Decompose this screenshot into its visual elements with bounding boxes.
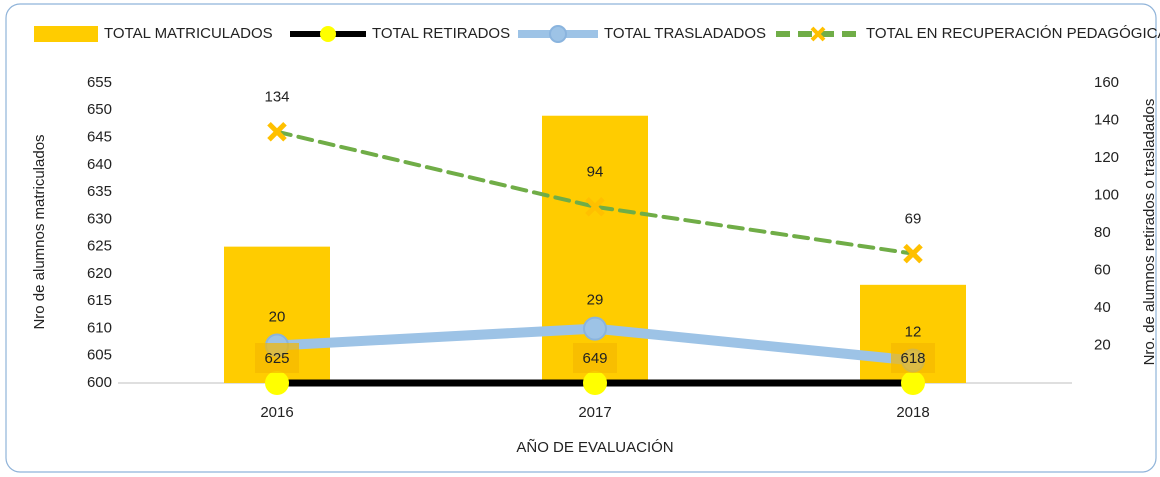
- y-tick-label: 640: [87, 156, 112, 173]
- marker: [265, 371, 289, 395]
- y-tick-label: 615: [87, 292, 112, 309]
- marker: [903, 243, 923, 264]
- y-tick-label: 625: [87, 238, 112, 255]
- y2-tick-label: 20: [1094, 336, 1111, 353]
- data-label: 20: [269, 308, 286, 325]
- data-label: 134: [264, 89, 289, 106]
- data-label-box: [891, 343, 935, 373]
- y-tick-label: 645: [87, 129, 112, 146]
- y2-tick-label: 120: [1094, 149, 1119, 166]
- y-tick-label: 650: [87, 101, 112, 118]
- marker: [901, 371, 925, 395]
- y2-tick-label: 80: [1094, 224, 1111, 241]
- legend-marker: [320, 26, 336, 42]
- marker: [585, 196, 605, 217]
- y-tick-label: 655: [87, 74, 112, 91]
- bar: [542, 115, 648, 384]
- data-label: 12: [905, 323, 922, 340]
- data-label: 649: [582, 350, 607, 367]
- legend-marker: [549, 25, 567, 43]
- y-axis-label: Nro de alumnos matriculados: [31, 134, 48, 329]
- data-label: 94: [587, 164, 604, 181]
- legend-label: TOTAL MATRICULADOS: [104, 25, 273, 42]
- data-label-box: [573, 343, 617, 373]
- marker: [267, 121, 287, 142]
- y2-axis-label: Nro. de alumnos retirados o trasladados: [1141, 99, 1158, 366]
- legend-label: TOTAL EN RECUPERACIÓN PEDAGÓGICA: [866, 25, 1160, 42]
- y-tick-label: 600: [87, 374, 112, 391]
- data-label: 625: [264, 350, 289, 367]
- y2-tick-label: 40: [1094, 299, 1111, 316]
- legend-swatch: [34, 26, 98, 42]
- marker: [583, 371, 607, 395]
- y-tick-label: 630: [87, 210, 112, 227]
- data-label: 69: [905, 211, 922, 228]
- x-axis-label: AÑO DE EVALUACIÓN: [516, 439, 673, 456]
- series-line: [275, 129, 915, 256]
- y-tick-label: 635: [87, 183, 112, 200]
- y-tick-label: 610: [87, 319, 112, 336]
- y2-tick-label: 160: [1094, 74, 1119, 91]
- x-tick-label: 2017: [578, 404, 611, 421]
- y2-tick-label: 60: [1094, 261, 1111, 278]
- y2-tick-label: 100: [1094, 186, 1119, 203]
- y2-tick-label: 140: [1094, 111, 1119, 128]
- legend-marker: [810, 26, 826, 42]
- legend-label: TOTAL TRASLADADOS: [604, 25, 766, 42]
- data-label: 29: [587, 292, 604, 309]
- data-label-box: [255, 343, 299, 373]
- x-tick-label: 2016: [260, 404, 293, 421]
- data-label: 618: [900, 350, 925, 367]
- legend-label: TOTAL RETIRADOS: [372, 25, 510, 42]
- y-tick-label: 620: [87, 265, 112, 282]
- x-tick-label: 2018: [896, 404, 929, 421]
- marker: [583, 316, 607, 341]
- y-tick-label: 605: [87, 347, 112, 364]
